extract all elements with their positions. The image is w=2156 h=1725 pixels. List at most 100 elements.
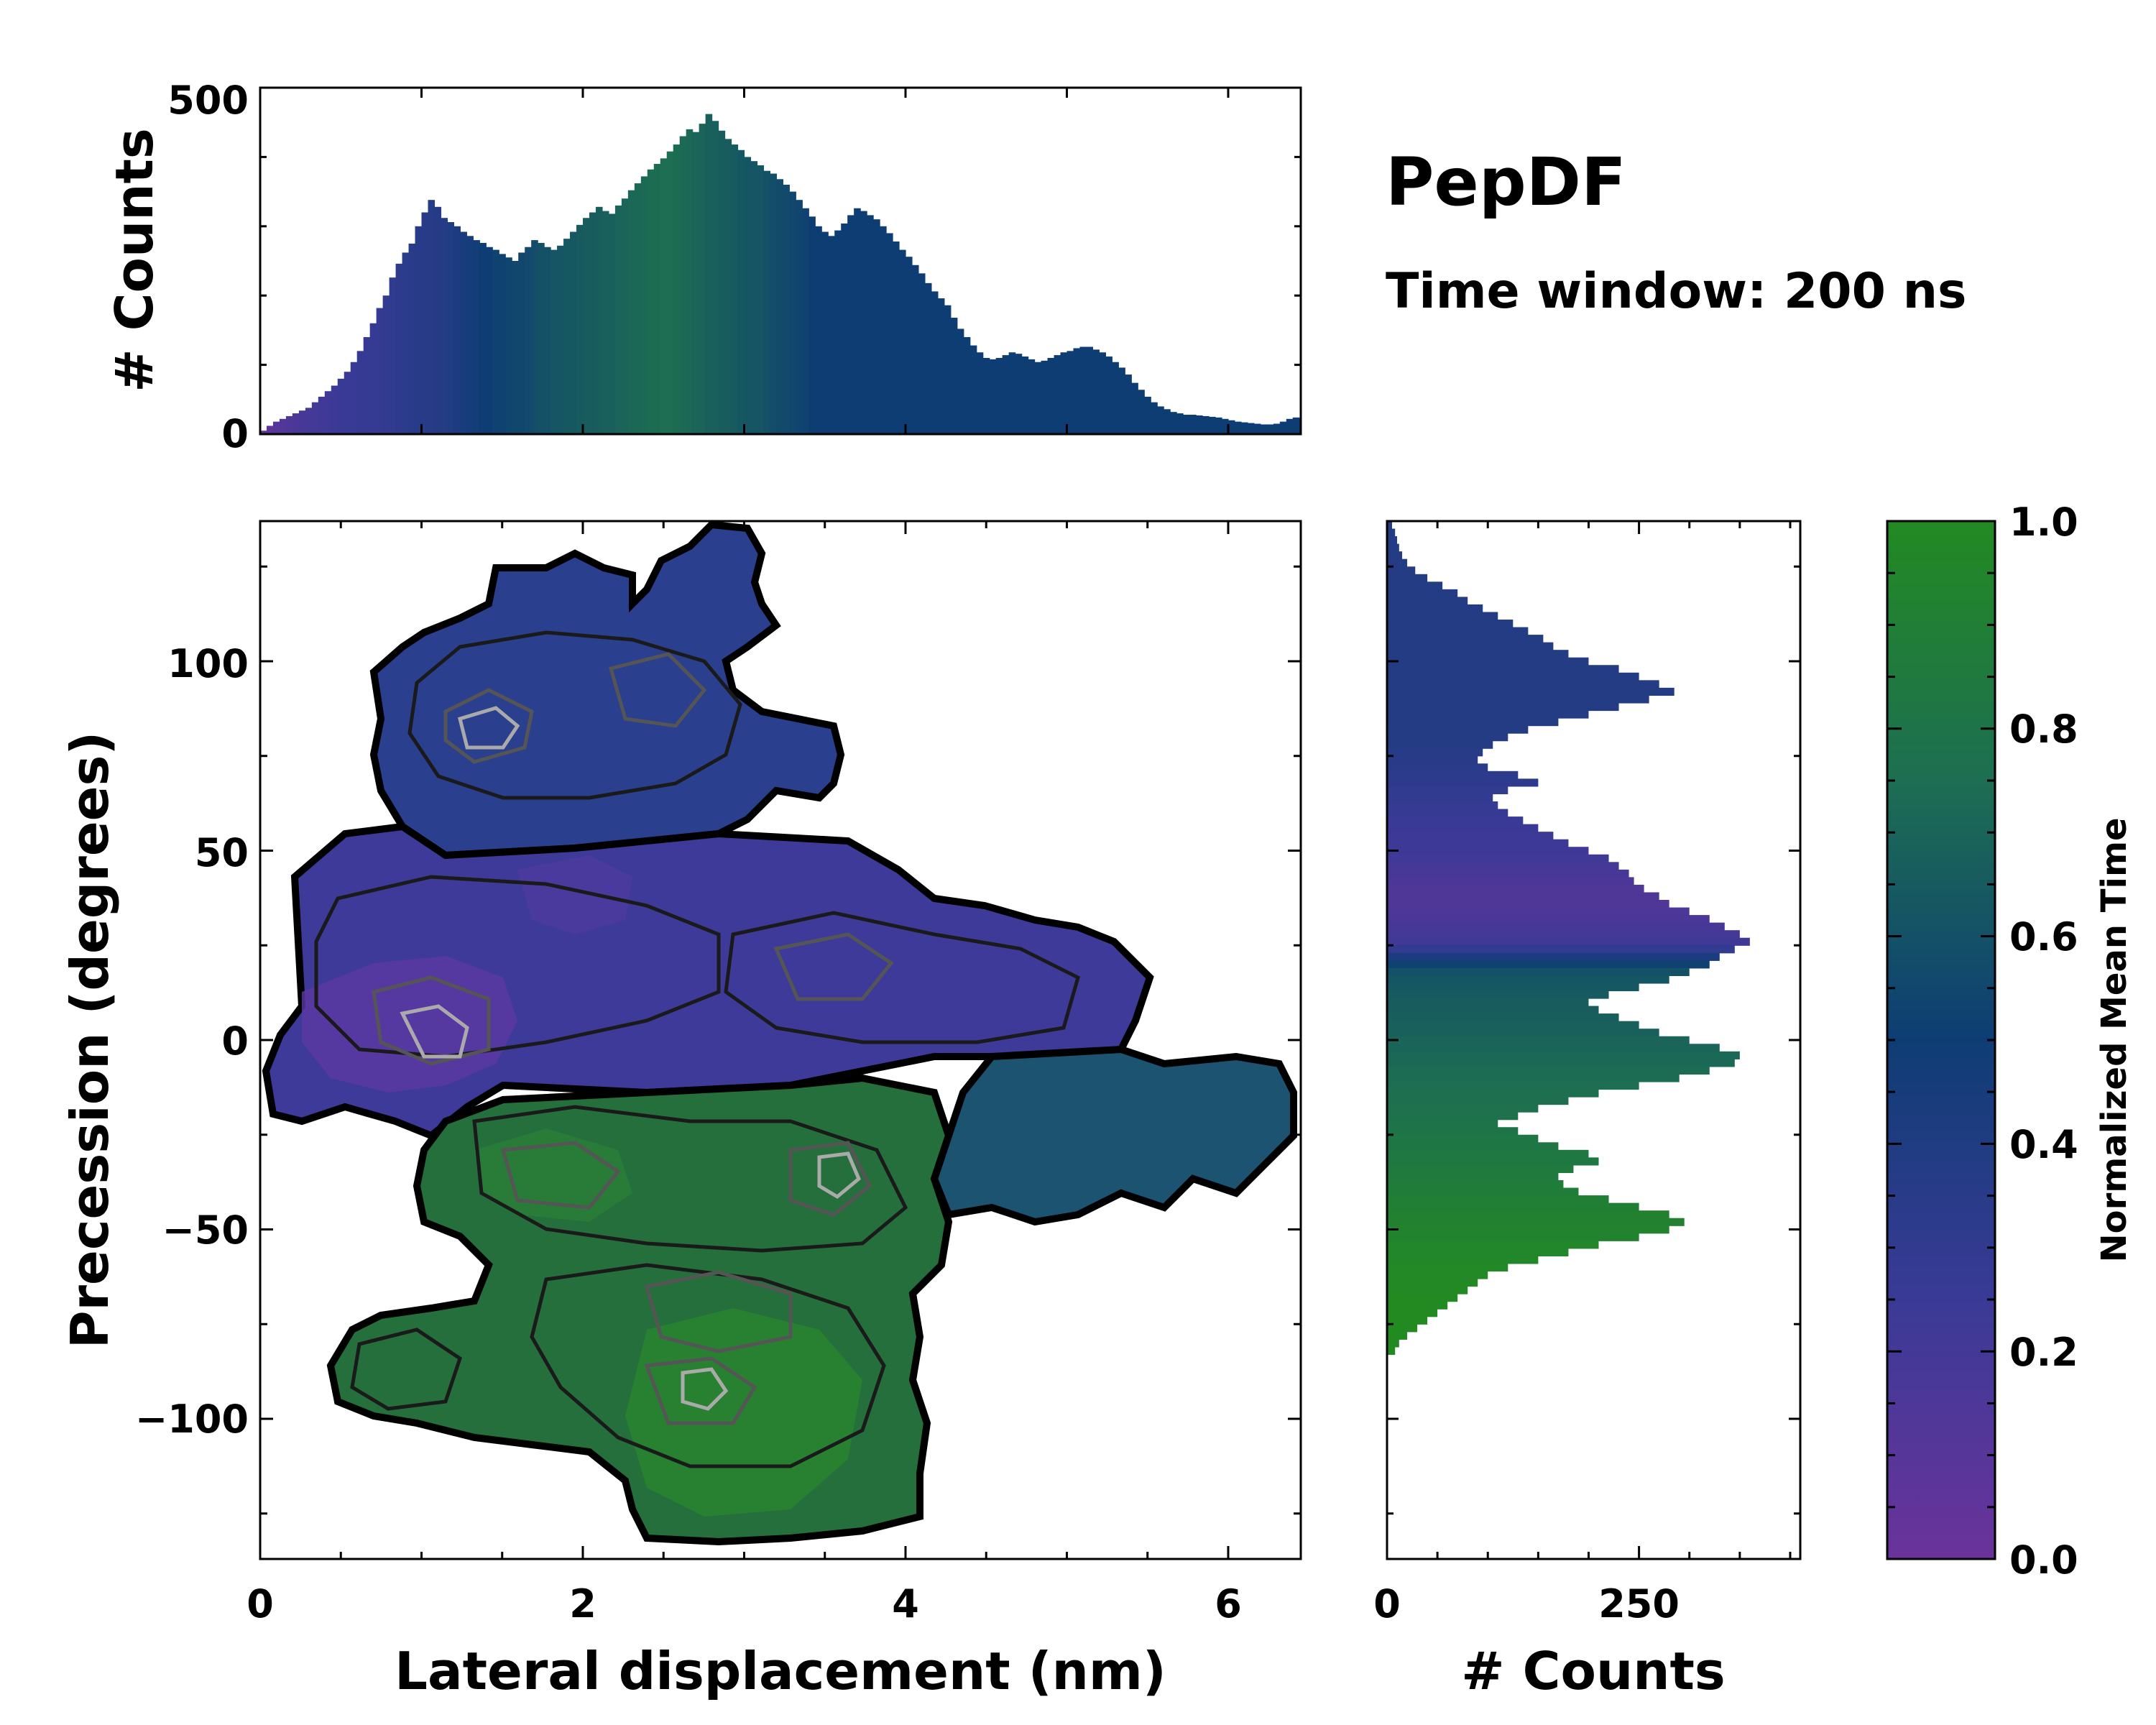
top-histogram-bar <box>737 150 745 434</box>
density-contours <box>314 630 1080 1468</box>
right-histogram-bar <box>1387 528 1396 537</box>
top-histogram-bar <box>931 291 939 434</box>
top-histogram-bar <box>731 144 739 435</box>
right-histogram-xlabel: # Counts <box>1461 1641 1726 1701</box>
top-histogram-bar <box>1054 355 1061 434</box>
right-histogram-bar <box>1387 983 1639 992</box>
right-histogram-bar <box>1387 1127 1519 1136</box>
top-histogram-bar <box>989 359 997 434</box>
right-xtick-label: 250 <box>1598 1581 1680 1627</box>
right-histogram-bar <box>1387 1218 1685 1226</box>
top-histogram-bar <box>544 247 551 434</box>
top-histogram-bar <box>1028 359 1036 434</box>
top-histogram-bar <box>1105 356 1112 434</box>
top-histogram-bar <box>473 240 480 434</box>
top-histogram-bar <box>969 345 977 434</box>
top-histogram-bar <box>311 402 319 434</box>
top-histogram-bar <box>886 233 893 434</box>
top-histogram-bar <box>260 431 267 434</box>
top-histogram-bar <box>1164 409 1171 434</box>
right-histogram-bar <box>1387 1286 1468 1294</box>
top-histogram-bar <box>789 191 796 434</box>
right-histogram-bar <box>1387 1104 1539 1113</box>
colorbar-panel: 0.0 0.2 0.4 0.6 0.8 1.0 Normalized Mean … <box>1886 500 2134 1583</box>
top-histogram-bar <box>867 215 874 434</box>
top-histogram-bar <box>279 418 287 434</box>
top-histogram-bar <box>718 130 726 434</box>
top-histogram-bar <box>899 249 906 434</box>
top-histogram-bar <box>1118 367 1125 434</box>
right-histogram-bar <box>1387 900 1669 908</box>
top-ytick-label: 0 <box>221 411 249 456</box>
right-histogram-bar <box>1387 687 1674 696</box>
right-histogram-bar <box>1387 1301 1448 1310</box>
top-histogram-panel: 0 500 # Counts <box>104 78 1302 456</box>
main-ytick-label: 50 <box>195 830 249 875</box>
right-histogram-ticks <box>1386 521 1800 1559</box>
main-ytick-label: −50 <box>162 1208 249 1253</box>
right-histogram-bar <box>1387 581 1443 590</box>
top-histogram-frame <box>259 86 1302 436</box>
right-histogram-bar <box>1387 1142 1559 1151</box>
right-histogram-bar <box>1387 1324 1418 1333</box>
right-histogram-bar <box>1387 597 1468 605</box>
right-histogram-bar <box>1387 1202 1639 1211</box>
right-histogram-bar <box>1387 733 1508 742</box>
right-histogram-bar <box>1387 778 1539 787</box>
right-histogram-bar <box>1387 1119 1498 1128</box>
top-histogram-bar <box>331 385 338 434</box>
main-ytick-label: −100 <box>135 1397 249 1442</box>
top-histogram-bar <box>1041 360 1049 434</box>
main-heatmap-ticks <box>259 521 1301 1559</box>
top-histogram-bar <box>1060 352 1068 434</box>
right-histogram-panel: 0 250 # Counts <box>1373 520 1802 1701</box>
top-histogram-bar <box>595 206 603 434</box>
top-histogram-bar <box>1021 356 1029 434</box>
right-histogram-bar <box>1387 1134 1539 1143</box>
top-histogram-bar <box>531 240 538 434</box>
top-histogram-bar <box>466 236 474 434</box>
top-histogram-bar <box>982 357 990 434</box>
colorbar-gradient <box>1887 521 1995 1559</box>
top-histogram-bar <box>557 245 564 434</box>
top-histogram-bar <box>679 136 687 435</box>
right-histogram-bar <box>1387 1081 1639 1090</box>
top-histogram-bar <box>705 114 713 434</box>
right-histogram-bar <box>1387 975 1669 984</box>
right-histogram-bar <box>1387 1089 1599 1098</box>
top-histogram-bar <box>1234 421 1242 434</box>
top-histogram-bar <box>815 226 822 434</box>
top-histogram-bar <box>854 208 861 434</box>
region-green-upper <box>474 1128 632 1222</box>
right-histogram-bar <box>1387 642 1554 650</box>
top-histogram-bar <box>570 231 577 434</box>
top-histogram-bar <box>911 264 919 434</box>
top-histogram-bar <box>1034 362 1042 434</box>
top-histogram-bar <box>415 226 423 434</box>
top-histogram-bar <box>905 257 913 434</box>
top-histogram-bar <box>666 151 674 434</box>
right-histogram-bar <box>1387 604 1483 613</box>
top-histogram-bar <box>634 183 642 434</box>
top-histogram-bar <box>292 413 300 434</box>
right-histogram-bar <box>1387 748 1483 757</box>
top-histogram-bar <box>285 415 293 434</box>
right-histogram-bar <box>1387 574 1428 582</box>
right-histogram-bar <box>1387 884 1644 893</box>
main-xtick-label: 2 <box>569 1581 596 1627</box>
top-histogram-bar <box>918 273 926 434</box>
top-histogram-bar <box>1151 402 1158 434</box>
right-histogram-bar <box>1387 1112 1519 1121</box>
right-histogram-bar <box>1387 869 1629 878</box>
colorbar-tick-label: 0.6 <box>2009 914 2078 960</box>
right-histogram-bar <box>1387 915 1710 924</box>
top-histogram-bar <box>699 124 706 434</box>
right-histogram-bar <box>1387 1225 1669 1234</box>
right-histogram-bar <box>1387 1097 1569 1105</box>
top-histogram-bar <box>770 173 777 435</box>
top-histogram-bar <box>1008 352 1016 434</box>
top-histogram-bar <box>841 223 848 434</box>
top-histogram-bar <box>621 198 629 434</box>
top-histogram-bar <box>395 263 403 434</box>
